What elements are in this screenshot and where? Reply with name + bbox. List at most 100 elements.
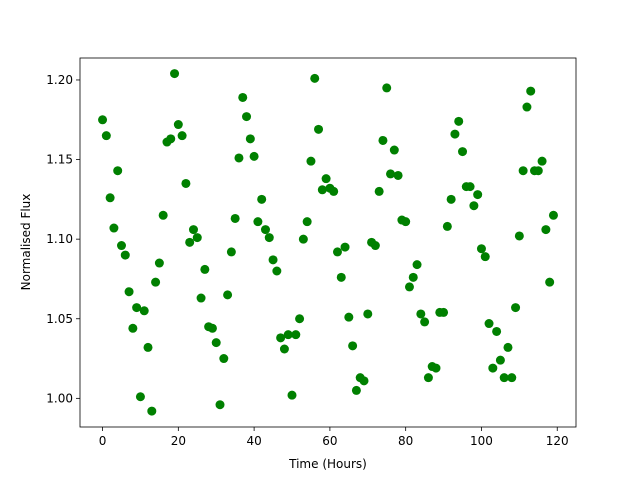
y-axis-label: Normalised Flux (19, 194, 33, 291)
point (416, 309, 426, 319)
point (177, 131, 187, 141)
point (336, 272, 346, 282)
point (260, 225, 270, 235)
point (226, 247, 236, 257)
point (420, 317, 430, 327)
point (154, 258, 164, 268)
point (469, 201, 479, 211)
point (287, 390, 297, 400)
point (196, 293, 206, 303)
point (454, 116, 464, 126)
point (488, 363, 498, 373)
y-tick-label: 1.05 (46, 312, 73, 326)
point (166, 134, 176, 144)
point (245, 134, 255, 144)
x-tick-label: 0 (99, 434, 107, 448)
point (423, 373, 433, 383)
point (408, 272, 418, 282)
point (283, 330, 293, 340)
point (170, 69, 180, 79)
point (124, 287, 134, 297)
point (158, 210, 168, 220)
point (484, 319, 494, 329)
point (253, 217, 263, 227)
point (132, 303, 142, 313)
point (507, 373, 517, 383)
point (386, 169, 396, 179)
point (473, 190, 483, 200)
x-tick-label: 80 (398, 434, 413, 448)
point (442, 221, 452, 231)
point (306, 156, 316, 166)
point (382, 83, 392, 93)
point (295, 314, 305, 324)
point (476, 244, 486, 254)
point (511, 303, 521, 313)
x-axis-label: Time (Hours) (288, 457, 367, 471)
point (393, 170, 403, 180)
point (526, 86, 536, 96)
point (340, 242, 350, 252)
point (135, 392, 145, 402)
point (264, 233, 274, 243)
point (139, 306, 149, 316)
point (151, 277, 161, 287)
x-tick-label: 40 (246, 434, 261, 448)
y-tick-label: 1.15 (46, 153, 73, 167)
x-tick-label: 100 (470, 434, 493, 448)
point (291, 330, 301, 340)
point (98, 115, 108, 125)
x-tick-label: 60 (322, 434, 337, 448)
point (533, 166, 543, 176)
point (514, 231, 524, 241)
point (503, 342, 513, 352)
point (116, 241, 126, 251)
point (109, 223, 119, 233)
point (492, 326, 502, 336)
point (537, 156, 547, 166)
point (234, 153, 244, 163)
point (113, 166, 123, 176)
x-tick-label: 120 (546, 434, 569, 448)
point (446, 194, 456, 204)
point (431, 363, 441, 373)
point (143, 342, 153, 352)
point (378, 135, 388, 145)
point (465, 182, 475, 192)
point (412, 260, 422, 270)
point (541, 225, 551, 235)
plot-frame (79, 57, 577, 428)
point (268, 255, 278, 265)
point (188, 225, 198, 235)
point (321, 174, 331, 184)
point (207, 323, 217, 333)
point (302, 217, 312, 227)
point (272, 266, 282, 276)
point (389, 145, 399, 155)
point (211, 338, 221, 348)
point (147, 406, 157, 416)
point (242, 112, 252, 122)
point (332, 247, 342, 257)
point (370, 241, 380, 251)
point (351, 385, 361, 395)
point (200, 264, 210, 274)
point (363, 309, 373, 319)
point (276, 333, 286, 343)
point (120, 250, 130, 260)
point (545, 277, 555, 287)
point (101, 131, 111, 141)
point (317, 185, 327, 195)
point (238, 92, 248, 102)
point (518, 166, 528, 176)
point (344, 312, 354, 322)
point (480, 252, 490, 262)
y-tick-label: 1.20 (46, 73, 73, 87)
point (374, 186, 384, 196)
y-tick-label: 1.00 (46, 391, 73, 405)
point (215, 400, 225, 410)
point (219, 354, 229, 364)
point (495, 355, 505, 365)
point (128, 323, 138, 333)
